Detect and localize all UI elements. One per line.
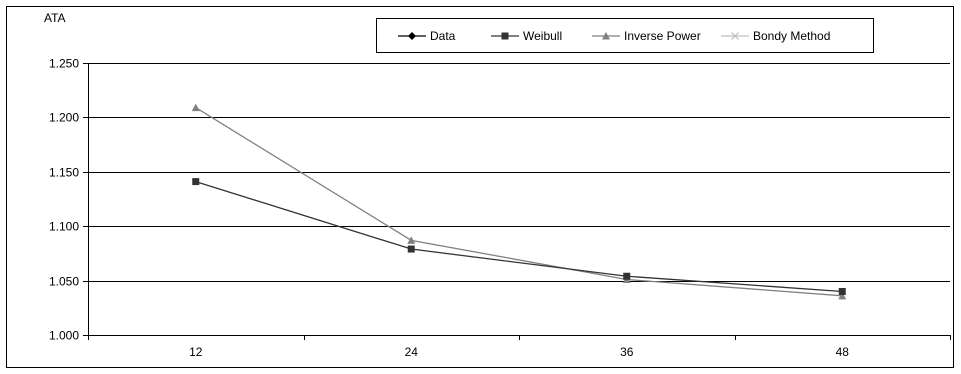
data-point-weibull [192,178,200,186]
series-layer [191,103,847,300]
x-tick-label: 36 [620,345,634,359]
x-tick-label: 48 [836,345,850,359]
legend-marker-bondy-method [731,32,739,40]
data-point-weibull [838,287,846,295]
data-point-weibull [623,272,631,280]
x-tick-label: 12 [189,345,203,359]
x-tick-label: 24 [405,345,419,359]
legend: Data Weibull Inverse Power Bondy Method [376,18,874,53]
axis-layer: 1.000 1.050 1.100 1.150 1.200 1.250 12 24 36 48 [49,57,951,359]
y-tick-label: 1.250 [49,57,79,71]
data-point-inverse-power [407,236,416,244]
legend-box [376,18,874,53]
series-line-inverse-power [195,107,843,297]
legend-marker-weibull [501,32,509,40]
y-axis-title: ATA [44,11,66,25]
data-point-inverse-power [838,291,847,300]
legend-label-weibull: Weibull [523,29,562,43]
y-tick-label: 1.100 [49,220,79,234]
legend-marker-data [408,32,416,40]
series-line-weibull [195,180,843,293]
legend-marker-inverse-power [602,32,610,40]
legend-label-bondy-method: Bondy Method [753,29,830,43]
y-tick-label: 1.000 [49,329,79,343]
y-tick-label: 1.150 [49,166,79,180]
grid-layer [88,63,950,282]
y-tick-label: 1.050 [49,275,79,289]
legend-label-inverse-power: Inverse Power [624,29,701,43]
data-point-inverse-power [191,103,200,112]
chart-border [6,6,954,368]
legend-label-data: Data [430,29,456,43]
x-marker-stroke [731,32,739,40]
y-tick-label: 1.200 [49,111,79,125]
data-point-weibull [407,245,415,253]
